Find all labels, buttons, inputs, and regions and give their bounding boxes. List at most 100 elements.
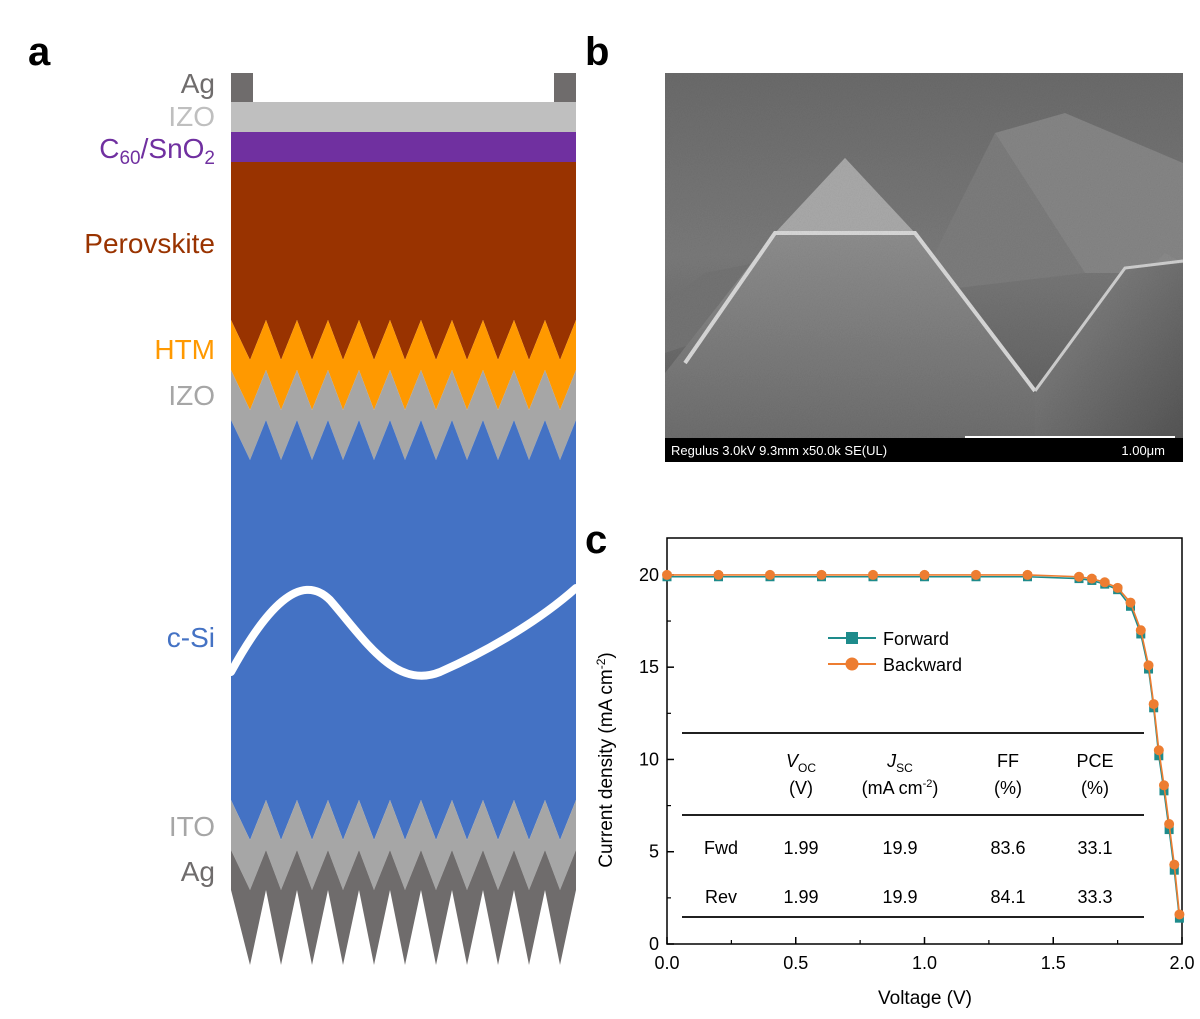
jv-point-forward	[1154, 751, 1164, 761]
table-header-voc: VOC	[786, 751, 816, 775]
panel-c-letter: c	[585, 518, 608, 562]
table-header-jsc-unit-exp: -2	[923, 778, 933, 790]
jv-xtick-label: 1.5	[1041, 953, 1066, 973]
label-htm: HTM	[154, 334, 215, 365]
izo-textured-layer	[231, 370, 576, 460]
label-c60-sub: 60	[119, 148, 141, 169]
label-snox-sub: 2	[204, 148, 215, 169]
sem-main-pyramid-left-face	[665, 158, 1035, 438]
jv-point-backward	[765, 569, 775, 580]
jv-point-backward	[868, 569, 878, 580]
table-header-voc-sub: OC	[798, 761, 816, 775]
perovskite-layer	[231, 162, 576, 360]
label-csi: c-Si	[166, 622, 215, 653]
jv-ytick-label: 10	[639, 749, 659, 769]
sem-image	[665, 73, 1183, 438]
jv-point-backward	[1022, 569, 1033, 580]
jv-point-backward	[1112, 582, 1123, 593]
ag-top-contact-right	[554, 73, 576, 102]
table-row-fwd-jsc: 19.9	[882, 838, 917, 858]
jv-xtick-label: 0.0	[654, 953, 679, 973]
table-header-voc-main: V	[786, 751, 800, 771]
table-header-pce-unit: (%)	[1081, 778, 1109, 798]
htm-layer	[231, 320, 576, 410]
jv-ytick-label: 15	[639, 657, 659, 677]
label-ag-bottom: Ag	[180, 856, 215, 887]
jv-point-backward	[1153, 745, 1164, 756]
jv-ytick-label: 20	[639, 565, 659, 585]
jv-point-backward	[816, 569, 827, 580]
table-row-rev-jsc: 19.9	[882, 887, 917, 907]
sem-info-text: Regulus 3.0kV 9.3mm x50.0k SE(UL)	[671, 443, 888, 458]
jv-xtick-label: 0.5	[783, 953, 808, 973]
jv-point-backward	[1158, 780, 1169, 791]
sem-back-pyramid-1	[915, 133, 1085, 293]
light-wave-curve	[227, 584, 580, 680]
jv-point-backward	[919, 569, 930, 580]
table-header-jsc-unit: (mA cm-2)	[862, 778, 939, 798]
table-row-fwd-label: Fwd	[704, 838, 738, 858]
sem-scale-ticks	[965, 436, 1175, 438]
jv-point-backward	[662, 569, 672, 580]
panel-b-letter: b	[585, 30, 610, 74]
legend-forward-marker	[846, 632, 858, 644]
jv-ylabel: Current density (mA cm-2)	[594, 652, 617, 868]
sem-scale-text: 1.00μm	[1121, 443, 1165, 458]
table-header-jsc-unit-main: (mA cm	[862, 778, 923, 798]
jv-series	[662, 569, 1185, 923]
jv-point-backward	[1169, 859, 1180, 870]
table-row-rev-ff: 84.1	[990, 887, 1025, 907]
table-header-ff-unit: (%)	[994, 778, 1022, 798]
table-header-voc-unit: (V)	[789, 778, 813, 798]
legend-backward-marker	[845, 657, 859, 671]
jv-point-backward	[1074, 571, 1084, 582]
jv-legend: Forward Backward	[828, 629, 962, 675]
table-header-jsc: JSC	[886, 751, 913, 775]
jv-ylabel-main: Current density (mA cm	[596, 669, 617, 868]
c60-snox-layer	[231, 132, 576, 162]
table-row-fwd-ff: 83.6	[990, 838, 1025, 858]
jv-ytick-label: 5	[649, 842, 659, 862]
table-header-ff: FF	[997, 751, 1019, 771]
legend-forward-label: Forward	[883, 629, 949, 649]
label-ag-top: Ag	[180, 68, 215, 99]
jv-ytick-label: 0	[649, 934, 659, 954]
table-header-jsc-unit-end: )	[932, 778, 938, 798]
table-header-jsc-main: J	[886, 751, 897, 771]
sem-edge-highlight-main	[683, 231, 1037, 393]
sem-main-pyramid-top	[775, 158, 915, 233]
table-row-rev-label: Rev	[705, 887, 737, 907]
sem-back-pyramid-2	[995, 113, 1183, 273]
label-c60-snox: C60/SnO2	[99, 133, 215, 169]
jv-point-backward	[1125, 597, 1136, 608]
label-ito: ITO	[168, 811, 215, 842]
label-c60-main: C	[99, 133, 120, 164]
table-row-rev-pce: 33.3	[1077, 887, 1112, 907]
jv-series-line-backward	[667, 574, 1181, 915]
table-row-fwd-pce: 33.1	[1077, 838, 1112, 858]
jv-ylabel-end: )	[596, 652, 617, 658]
jv-table: VOC (V) JSC (mA cm-2) FF (%) PCE (%) Fwd…	[682, 732, 1144, 918]
jv-point-backward	[1099, 577, 1110, 588]
csi-layer	[231, 420, 576, 840]
stack-layers	[227, 73, 580, 965]
ito-layer	[231, 800, 576, 890]
izo-top-layer	[231, 102, 576, 132]
table-row-fwd-voc: 1.99	[783, 838, 818, 858]
label-izo-top: IZO	[168, 101, 215, 132]
jv-ylabel-exp: -2	[594, 658, 608, 669]
sem-right-pyramid	[1035, 263, 1183, 438]
jv-chart: 0.0 0.5 1.0 1.5 2.0 0 5 10 15 20 Current density …	[594, 537, 1195, 1009]
panel-a-letter: a	[28, 30, 51, 74]
jv-xlabel: Voltage (V)	[878, 988, 972, 1009]
table-row-rev-voc: 1.99	[783, 887, 818, 907]
sem-info-bar: Regulus 3.0kV 9.3mm x50.0k SE(UL) 1.00μm	[665, 436, 1183, 462]
jv-point-backward	[971, 569, 981, 580]
jv-point-backward	[1135, 625, 1146, 636]
ag-bottom-layer	[231, 850, 576, 965]
jv-point-backward	[1174, 909, 1185, 920]
sem-edge-highlight-right	[1033, 259, 1183, 392]
legend-backward-label: Backward	[883, 655, 962, 675]
table-header-jsc-sub: SC	[896, 761, 913, 775]
